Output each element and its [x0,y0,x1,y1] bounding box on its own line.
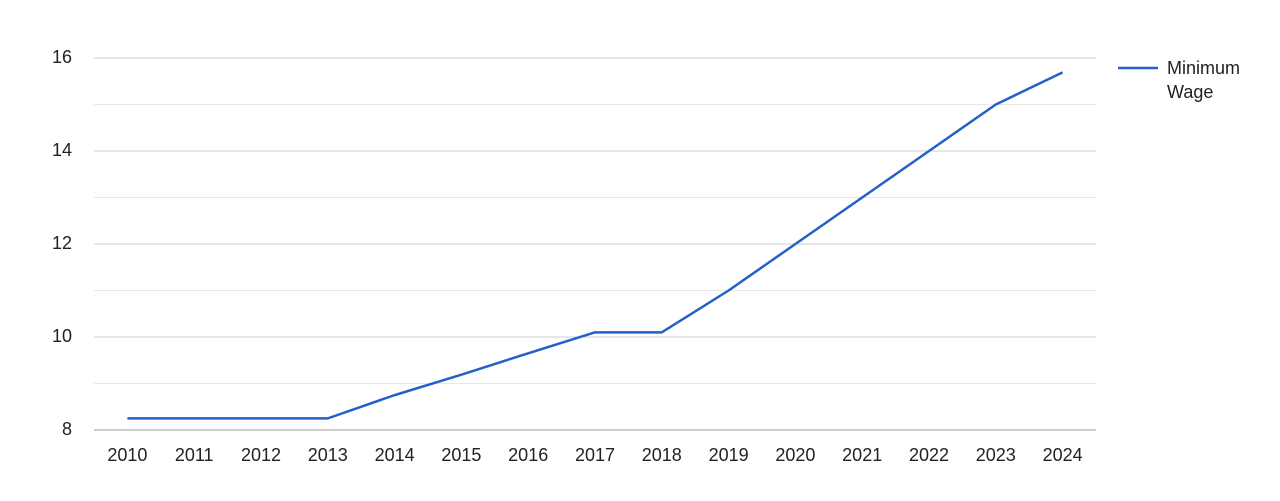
legend-label: Minimum Wage [1167,58,1241,102]
x-tick-label: 2023 [976,445,1016,465]
x-tick-label: 2012 [241,445,281,465]
data-line [127,71,1064,420]
x-tick-label: 2011 [175,445,214,465]
x-tick-label: 2013 [308,445,348,465]
x-tick-label: 2021 [842,445,882,465]
x-tick-label: 2024 [1043,445,1083,465]
x-tick-label: 2015 [441,445,481,465]
y-tick-label: 12 [52,233,72,253]
x-tick-label: 2022 [909,445,949,465]
x-tick-label: 2019 [709,445,749,465]
x-tick-label: 2016 [508,445,548,465]
y-tick-label: 10 [52,326,72,346]
x-tick-label: 2014 [375,445,415,465]
y-tick-label: 8 [62,419,72,439]
x-tick-label: 2018 [642,445,682,465]
x-tick-label: 2017 [575,445,615,465]
x-tick-label: 2010 [107,445,147,465]
y-tick-label: 16 [52,47,72,67]
y-tick-label: 14 [52,140,72,160]
x-tick-label: 2020 [775,445,815,465]
